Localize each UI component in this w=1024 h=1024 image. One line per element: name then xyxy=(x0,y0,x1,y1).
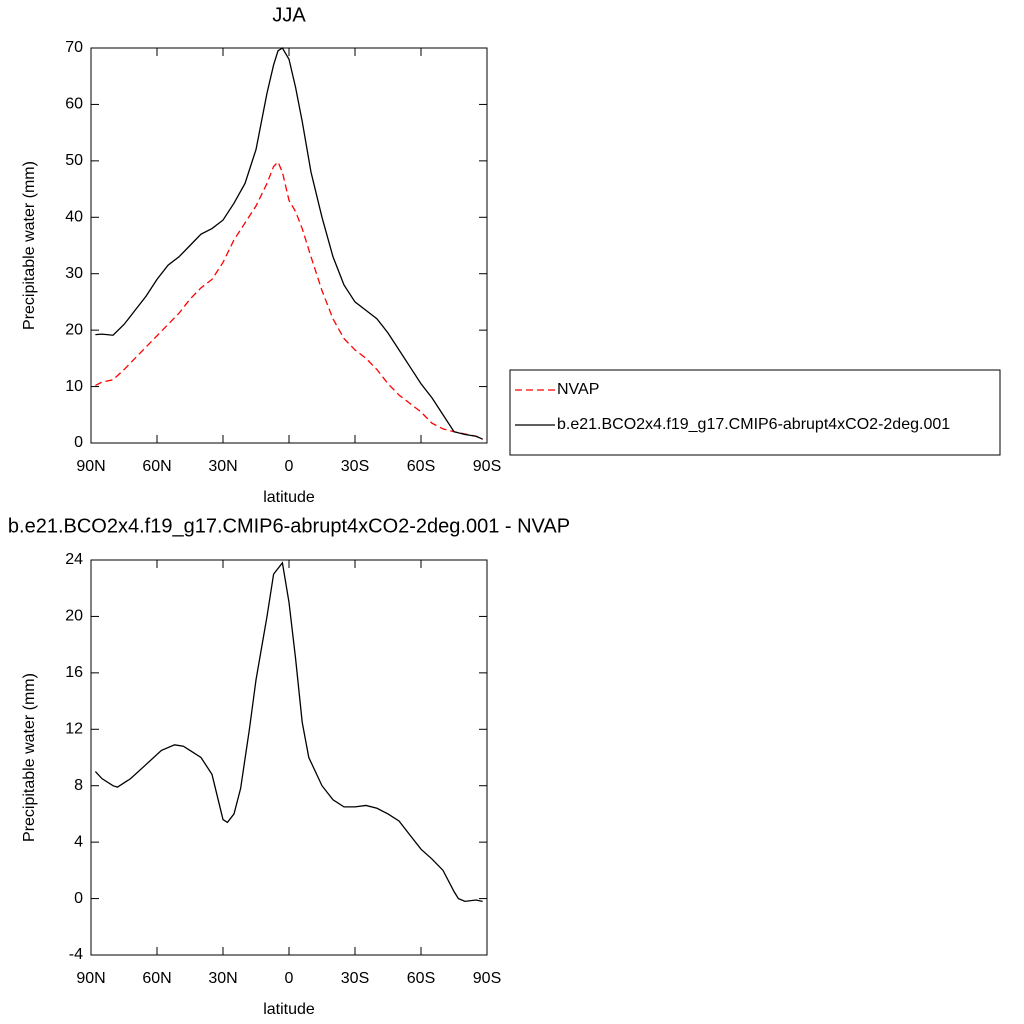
y-tick-label: 20 xyxy=(65,321,83,338)
y-axis-label: Precipitable water (mm) xyxy=(21,673,38,842)
y-tick-label: 50 xyxy=(65,152,83,169)
y-tick-label: 4 xyxy=(74,833,83,850)
legend-label: b.e21.BCO2x4.f19_g17.CMIP6-abrupt4xCO2-2… xyxy=(557,416,950,433)
x-tick-label: 30S xyxy=(341,970,369,987)
y-tick-label: 20 xyxy=(65,608,83,625)
y-tick-label: 0 xyxy=(74,434,83,451)
x-axis-label: latitude xyxy=(263,1001,315,1018)
x-tick-label: 30N xyxy=(208,458,237,475)
legend-label: NVAP xyxy=(557,381,599,398)
y-tick-label: 8 xyxy=(74,777,83,794)
y-tick-label: 70 xyxy=(65,39,83,56)
y-tick-label: 24 xyxy=(65,551,83,568)
chart-title: JJA xyxy=(272,4,306,26)
x-tick-label: 30N xyxy=(208,970,237,987)
y-tick-label: 0 xyxy=(74,890,83,907)
x-tick-label: 60N xyxy=(142,458,171,475)
data-line xyxy=(95,47,483,440)
x-tick-label: 90N xyxy=(76,458,105,475)
x-axis-label: latitude xyxy=(263,489,315,506)
x-tick-label: 0 xyxy=(285,458,294,475)
y-tick-label: 10 xyxy=(65,378,83,395)
x-tick-label: 60N xyxy=(142,970,171,987)
plot-frame xyxy=(90,559,488,956)
x-tick-label: 0 xyxy=(285,970,294,987)
chart-title: b.e21.BCO2x4.f19_g17.CMIP6-abrupt4xCO2-2… xyxy=(8,515,570,537)
x-tick-label: 30S xyxy=(341,458,369,475)
data-line xyxy=(94,561,483,903)
y-tick-label: 40 xyxy=(65,209,83,226)
x-tick-label: 60S xyxy=(407,970,435,987)
x-tick-label: 90S xyxy=(473,458,501,475)
y-tick-label: 30 xyxy=(65,265,83,282)
plot-frame xyxy=(90,47,488,444)
y-tick-label: 12 xyxy=(65,721,83,738)
x-tick-label: 60S xyxy=(407,458,435,475)
data-line xyxy=(95,160,483,441)
y-tick-label: -4 xyxy=(69,946,83,963)
y-axis-label: Precipitable water (mm) xyxy=(21,161,38,330)
y-tick-label: 16 xyxy=(65,664,83,681)
y-tick-label: 60 xyxy=(65,96,83,113)
x-tick-label: 90S xyxy=(473,970,501,987)
legend-box xyxy=(509,369,1001,456)
x-tick-label: 90N xyxy=(76,970,105,987)
